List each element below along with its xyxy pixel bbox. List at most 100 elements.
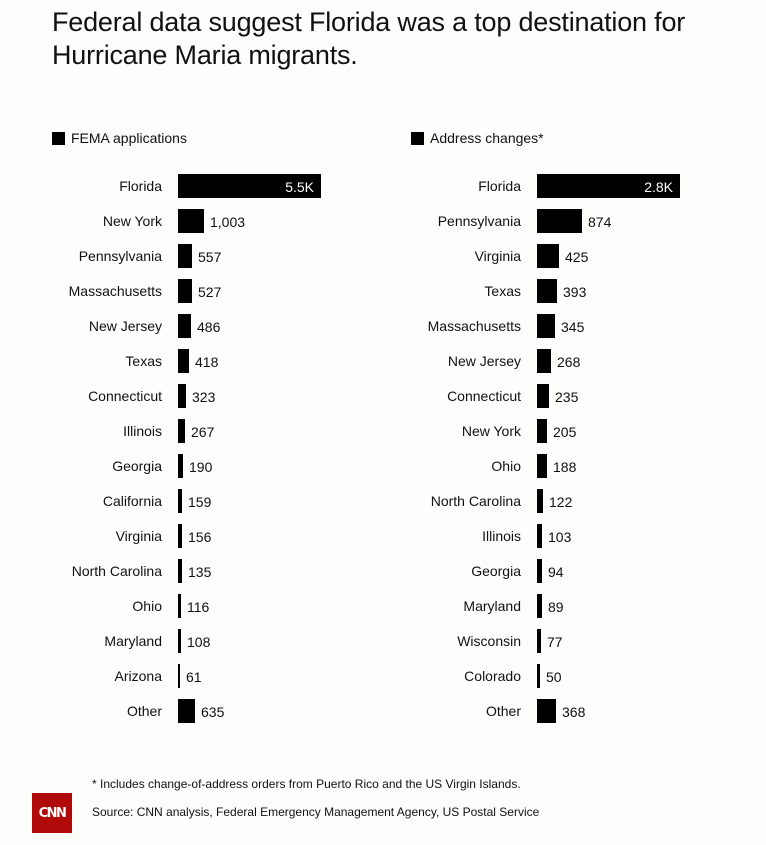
address-bar — [537, 419, 547, 443]
fema-value-label: 159 — [188, 494, 212, 510]
fema-category-label: Connecticut — [88, 388, 162, 404]
fema-bar — [178, 559, 182, 583]
address-category-label: Texas — [484, 283, 521, 299]
address-category-label: North Carolina — [430, 493, 521, 509]
fema-bar — [178, 349, 189, 373]
address-bar — [537, 699, 556, 723]
address-value-label: 235 — [555, 389, 579, 405]
fema-bar — [178, 629, 181, 653]
address-category-label: Maryland — [463, 598, 521, 614]
fema-category-label: Ohio — [132, 598, 162, 614]
fema-category-label: Illinois — [123, 423, 162, 439]
address-value-label: 345 — [561, 319, 585, 335]
fema-bar — [178, 209, 204, 233]
address-value-label: 874 — [588, 214, 612, 230]
fema-category-label: New York — [102, 213, 162, 229]
fema-bar — [178, 244, 192, 268]
address-category-label: Other — [485, 703, 521, 719]
address-category-label: Colorado — [464, 668, 521, 684]
fema-value-label: 156 — [188, 529, 212, 545]
address-category-label: Pennsylvania — [437, 213, 521, 229]
address-legend-label: Address changes* — [430, 130, 544, 146]
address-category-label: Virginia — [474, 248, 521, 264]
address-value-label: 50 — [546, 669, 562, 685]
fema-value-label: 135 — [188, 564, 212, 580]
fema-value-label: 61 — [186, 669, 202, 685]
fema-value-label: 108 — [187, 634, 211, 650]
address-category-label: Massachusetts — [427, 318, 521, 334]
fema-value-label: 5.5K — [285, 179, 314, 195]
address-bar — [537, 209, 582, 233]
fema-category-label: Arizona — [114, 668, 162, 684]
address-value-label: 205 — [553, 424, 577, 440]
fema-legend-swatch — [52, 131, 65, 145]
address-value-label: 94 — [548, 564, 564, 580]
address-value-label: 122 — [549, 494, 573, 510]
fema-category-label: Pennsylvania — [78, 248, 162, 264]
fema-category-label: Virginia — [115, 528, 162, 544]
address-category-label: Wisconsin — [457, 633, 521, 649]
fema-value-label: 635 — [201, 704, 225, 720]
address-bar — [537, 454, 547, 478]
address-category-label: Illinois — [482, 528, 521, 544]
address-value-label: 368 — [562, 704, 586, 720]
address-category-label: Ohio — [491, 458, 521, 474]
fema-value-label: 323 — [192, 389, 216, 405]
fema-bar — [178, 314, 191, 338]
fema-bar — [178, 419, 185, 443]
fema-value-label: 1,003 — [210, 214, 246, 230]
fema-category-label: New Jersey — [88, 318, 162, 334]
address-category-label: Connecticut — [447, 388, 521, 404]
address-bar — [537, 174, 680, 198]
fema-legend: FEMA applications — [52, 130, 187, 146]
fema-value-label: 116 — [187, 599, 210, 615]
address-bar — [537, 244, 559, 268]
fema-category-label: Other — [126, 703, 162, 719]
source-note: Source: CNN analysis, Federal Emergency … — [92, 805, 540, 819]
footnote: * Includes change-of-address orders from… — [92, 777, 521, 791]
fema-category-label: Massachusetts — [68, 283, 162, 299]
address-bar — [537, 594, 542, 618]
address-bar — [537, 664, 540, 688]
address-value-label: 2.8K — [644, 179, 673, 195]
address-category-label: New York — [461, 423, 521, 439]
fema-category-label: Florida — [119, 178, 162, 194]
address-category-label: Florida — [478, 178, 521, 194]
chart-title: Federal data suggest Florida was a top d… — [52, 7, 686, 70]
fema-value-label: 527 — [198, 284, 222, 300]
address-legend-swatch — [411, 131, 424, 145]
address-value-label: 188 — [553, 459, 577, 475]
fema-bar — [178, 174, 321, 198]
fema-category-label: California — [102, 493, 162, 509]
address-bar — [537, 349, 551, 373]
fema-category-label: Maryland — [104, 633, 162, 649]
fema-category-label: North Carolina — [71, 563, 162, 579]
fema-value-label: 190 — [189, 459, 213, 475]
cnn-logo: CNN — [32, 793, 72, 833]
fema-bar — [178, 489, 182, 513]
fema-value-label: 267 — [191, 424, 215, 440]
fema-bar — [178, 454, 183, 478]
fema-bar — [178, 594, 181, 618]
address-bar — [537, 384, 549, 408]
fema-value-label: 486 — [197, 319, 221, 335]
address-value-label: 89 — [548, 599, 564, 615]
fema-value-label: 557 — [198, 249, 222, 265]
address-value-label: 268 — [557, 354, 581, 370]
address-value-label: 393 — [563, 284, 587, 300]
fema-bar — [178, 699, 195, 723]
fema-category-label: Texas — [125, 353, 162, 369]
address-bar — [537, 629, 541, 653]
address-value-label: 425 — [565, 249, 589, 265]
address-bar — [537, 279, 557, 303]
address-legend: Address changes* — [411, 130, 544, 146]
fema-bar — [178, 524, 182, 548]
fema-bar — [178, 384, 186, 408]
fema-value-label: 418 — [195, 354, 219, 370]
fema-bar — [178, 279, 192, 303]
address-category-label: New Jersey — [447, 353, 521, 369]
address-category-label: Georgia — [471, 563, 521, 579]
address-bar — [537, 314, 555, 338]
fema-bar — [178, 664, 180, 688]
